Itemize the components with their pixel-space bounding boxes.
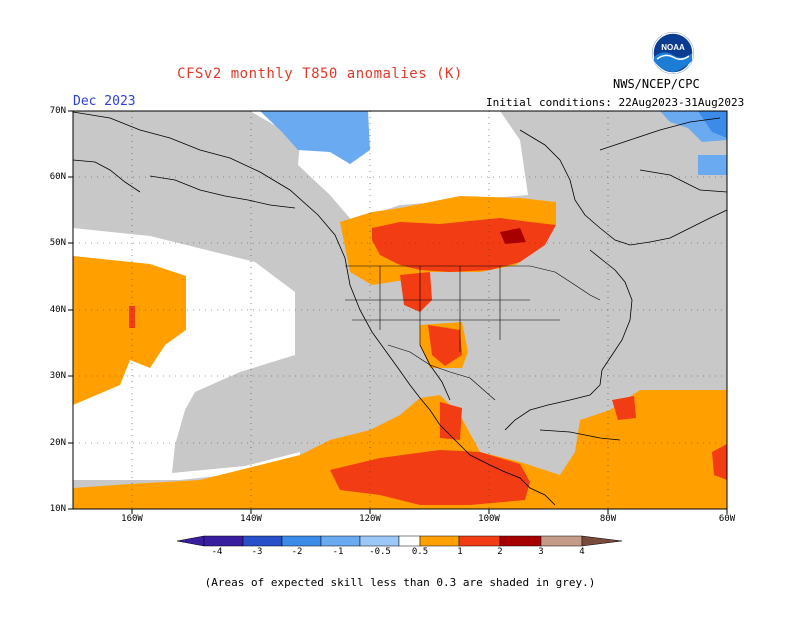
colorbar-label: 3 [538,547,544,557]
colorbar-label: -1 [332,547,344,557]
colorbar-label: -3 [251,547,263,557]
svg-text:NOAA: NOAA [661,43,685,52]
lat-label-60n: 60N [49,172,66,182]
tick-marks [68,110,728,514]
colorbar-swatch-1 [203,535,244,547]
warm-region-mexico-core [330,450,530,505]
colorbar-label: -4 [211,547,223,557]
lat-label-70n: 70N [49,106,66,116]
colorbar-swatch-3 [281,535,322,547]
chart-title: CFSv2 monthly T850 anomalies (K) [177,66,463,82]
lon-label-160w: 160W [121,514,143,524]
colorbar-label: -2 [291,547,303,557]
warm-region-pacific [73,256,186,405]
lon-label-80w: 80W [599,514,617,524]
warm-region-dark [500,228,526,244]
skill-footnote: (Areas of expected skill less than 0.3 a… [204,576,596,589]
lon-label-100w: 100W [478,514,500,524]
lat-label-10n: 10N [49,504,66,514]
colorbar-arrow-low [176,535,205,547]
warm-region-atlantic [712,444,727,480]
warm-region-baja [129,306,135,328]
colorbar-swatch-2 [242,535,283,547]
cool-region-canada [260,111,370,164]
lat-label-50n: 50N [49,238,66,248]
initial-conditions: Initial conditions: 22Aug2023-31Aug2023 [486,96,745,109]
colorbar-swatch-4 [320,535,361,547]
coastlines [72,111,728,506]
warm-region-southwest-core [428,325,462,366]
colorbar-swatch-6 [398,535,421,547]
colorbar-label: 0.5 [411,547,429,557]
lat-label-40n: 40N [49,305,66,315]
warm-region-tropics [73,390,727,509]
colorbar-label: 2 [497,547,503,557]
noaa-logo-icon: NOAA [652,32,694,74]
lon-label-140w: 140W [240,514,262,524]
colorbar-label: 4 [579,547,585,557]
lat-label-30n: 30N [49,371,66,381]
colorbar-swatch-8 [458,535,501,547]
colorbar-label: -0.5 [369,547,391,557]
colorbar-swatch-5 [359,535,400,547]
colorbar-swatch-10 [540,535,583,547]
lat-label-20n: 20N [49,438,66,448]
forecast-month: Dec 2023 [73,94,136,109]
colorbar-label: 1 [457,547,463,557]
political-borders [345,265,601,401]
warm-region-rockies [400,272,432,312]
lon-label-120w: 120W [359,514,381,524]
colorbar-arrow-high [581,535,623,547]
cool-region-labrador [698,155,727,175]
colorbar-swatch-7 [419,535,460,547]
warm-region-caribbean [612,396,636,420]
colorbar-swatch-9 [499,535,542,547]
lon-label-60w: 60W [718,514,736,524]
agency-label: NWS/NCEP/CPC [613,77,700,91]
graticule [73,111,727,509]
